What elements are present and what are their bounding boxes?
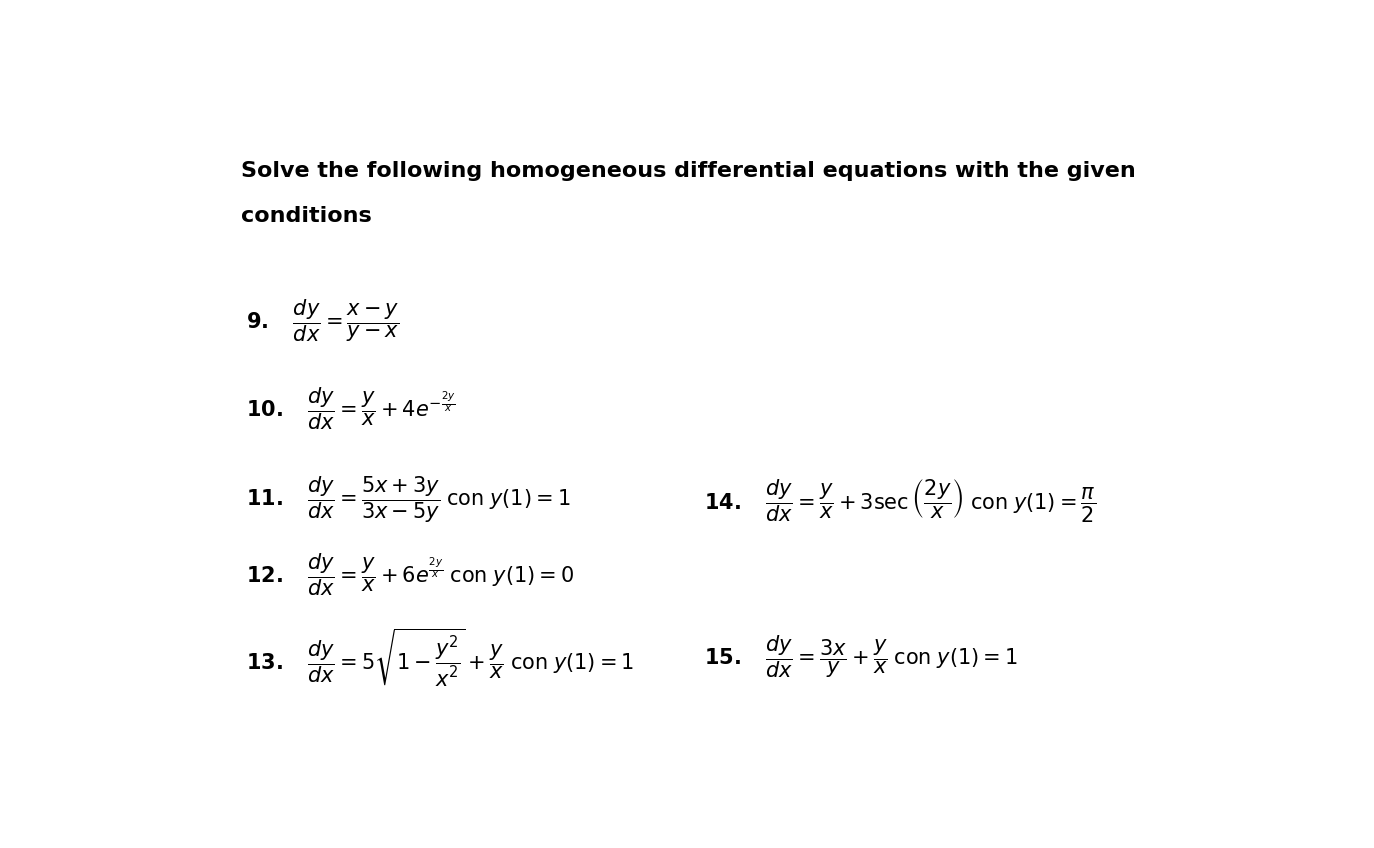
Text: conditions: conditions (240, 206, 372, 226)
Text: $\mathbf{9.}\quad \dfrac{dy}{dx} = \dfrac{x - y}{y - x}$: $\mathbf{9.}\quad \dfrac{dy}{dx} = \dfra… (246, 298, 400, 343)
Text: $\mathbf{12.}\quad \dfrac{dy}{dx} = \dfrac{y}{x} + 6e^{\frac{2y}{x}}\;\mathrm{co: $\mathbf{12.}\quad \dfrac{dy}{dx} = \dfr… (246, 552, 574, 599)
Text: $\mathbf{10.}\quad \dfrac{dy}{dx} = \dfrac{y}{x} + 4e^{-\frac{2y}{x}}$: $\mathbf{10.}\quad \dfrac{dy}{dx} = \dfr… (246, 385, 456, 432)
Text: $\mathbf{11.}\quad \dfrac{dy}{dx} = \dfrac{5x + 3y}{3x - 5y}\;\mathrm{con}\; y(1: $\mathbf{11.}\quad \dfrac{dy}{dx} = \dfr… (246, 475, 570, 525)
Text: $\mathbf{13.}\quad \dfrac{dy}{dx} = 5\sqrt{1 - \dfrac{y^2}{x^2}} + \dfrac{y}{x}\: $\mathbf{13.}\quad \dfrac{dy}{dx} = 5\sq… (246, 626, 635, 688)
Text: $\mathbf{14.}\quad \dfrac{dy}{dx} = \dfrac{y}{x} + 3\sec\left(\dfrac{2y}{x}\righ: $\mathbf{14.}\quad \dfrac{dy}{dx} = \dfr… (705, 477, 1096, 523)
Text: Solve the following homogeneous differential equations with the given: Solve the following homogeneous differen… (240, 160, 1136, 181)
Text: $\mathbf{15.}\quad \dfrac{dy}{dx} = \dfrac{3x}{y} + \dfrac{y}{x}\;\mathrm{con}\;: $\mathbf{15.}\quad \dfrac{dy}{dx} = \dfr… (705, 633, 1018, 680)
